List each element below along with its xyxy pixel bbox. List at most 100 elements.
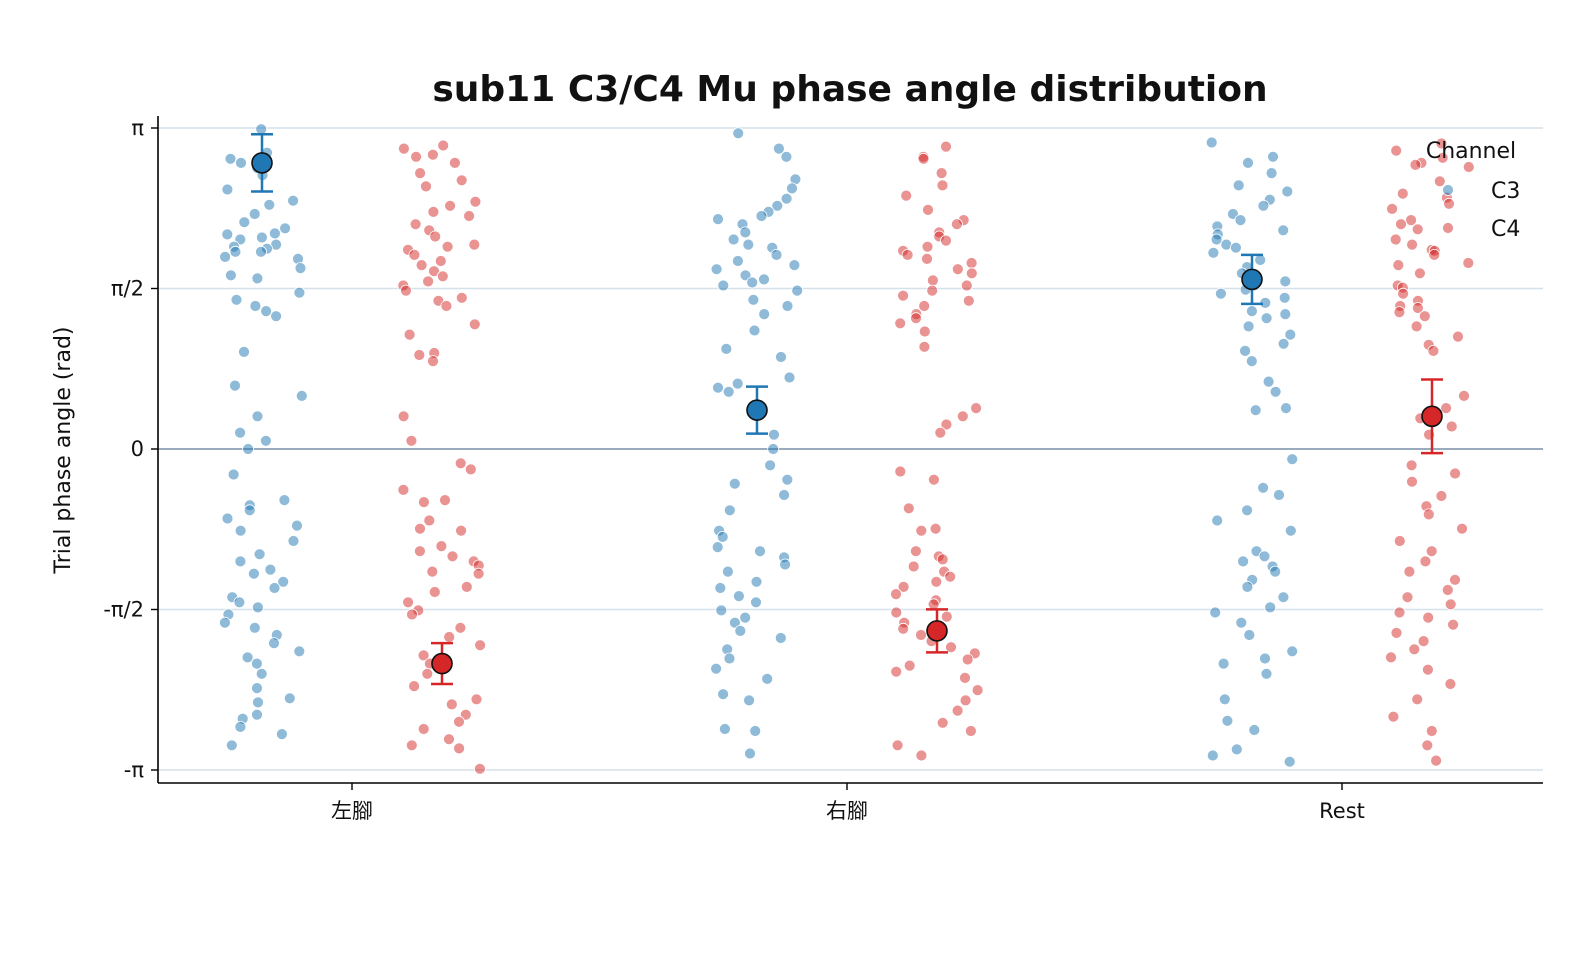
trial-point-c3 — [714, 582, 727, 594]
trial-point-c4 — [454, 457, 467, 470]
trial-point-c3 — [1280, 402, 1292, 415]
trial-point-c3 — [723, 504, 736, 517]
trial-point-c4 — [1401, 591, 1414, 604]
trial-point-c4 — [405, 434, 418, 447]
legend-marker-c3 — [1442, 184, 1454, 196]
trial-point-c3 — [275, 728, 288, 740]
trial-point-c4 — [1422, 508, 1435, 521]
trial-point-c3 — [295, 389, 308, 402]
trial-point-c4 — [427, 355, 439, 368]
trial-point-c4 — [1449, 467, 1461, 480]
trial-point-c3 — [251, 601, 264, 614]
trial-point-c4 — [936, 553, 949, 566]
trial-point-c4 — [455, 524, 468, 537]
trial-point-c4 — [421, 667, 434, 680]
trial-point-c3 — [247, 567, 260, 580]
x-ticks: 左腳 右腳 Rest — [331, 783, 1365, 823]
trial-point-c4 — [922, 203, 934, 216]
trial-point-c4 — [473, 762, 486, 775]
trial-point-c4 — [469, 195, 482, 208]
trial-point-c3 — [747, 293, 760, 306]
trial-point-c4 — [951, 704, 964, 717]
mean-marker-c4 — [926, 620, 948, 642]
trial-point-c3 — [755, 210, 768, 222]
trial-point-c4 — [426, 148, 439, 161]
trial-point-c4 — [902, 502, 915, 515]
trial-point-c4 — [1444, 598, 1457, 611]
trial-point-c4 — [929, 522, 942, 535]
trial-point-c3 — [279, 222, 292, 235]
trial-point-c4 — [437, 139, 450, 152]
trial-point-c4 — [918, 325, 931, 338]
trial-point-c3 — [723, 652, 736, 665]
trial-point-c4 — [1422, 611, 1435, 624]
trial-point-c3 — [719, 723, 731, 735]
trial-point-c4 — [891, 739, 904, 752]
x-tick-label: Rest — [1319, 799, 1365, 823]
trial-point-c4 — [440, 300, 453, 312]
trial-point-c3 — [1267, 150, 1279, 163]
trial-point-c4 — [903, 659, 916, 672]
trial-point-c3 — [1206, 749, 1219, 762]
trial-point-c4 — [1419, 555, 1432, 568]
y-axis-label: Trial phase angle (rad) — [51, 326, 76, 574]
trial-point-c4 — [910, 312, 922, 325]
trial-point-c4 — [890, 665, 903, 678]
legend-label-c4: C4 — [1491, 217, 1520, 242]
trial-point-c3 — [221, 228, 234, 241]
trial-point-c4 — [1444, 678, 1457, 690]
trial-point-c4 — [460, 581, 473, 593]
trial-point-c3 — [1281, 185, 1294, 198]
trial-point-c3 — [781, 473, 794, 486]
trial-point-c3 — [758, 273, 770, 286]
trial-point-c4 — [961, 653, 974, 666]
trial-point-c4 — [423, 514, 436, 527]
trial-point-c3 — [255, 667, 268, 680]
trial-point-c3 — [1210, 233, 1223, 246]
trial-point-c4 — [434, 255, 447, 267]
trial-point-c4 — [1458, 389, 1470, 402]
trial-point-c3 — [293, 286, 306, 299]
trial-point-c4 — [409, 218, 422, 231]
trial-point-c3 — [758, 308, 771, 321]
trial-point-c3 — [219, 250, 232, 263]
trial-point-c3 — [251, 682, 263, 694]
trial-point-c3 — [277, 575, 290, 588]
trial-point-c4 — [1390, 144, 1403, 157]
trial-point-c4 — [1462, 257, 1475, 269]
trial-point-c4 — [453, 715, 465, 728]
trial-point-c3 — [264, 563, 277, 576]
trial-point-c3 — [768, 428, 780, 441]
trial-point-c4 — [944, 570, 957, 583]
trial-point-c4 — [429, 230, 442, 243]
trial-point-c4 — [410, 150, 423, 163]
trial-point-c4 — [930, 575, 943, 588]
trial-point-c4 — [1392, 259, 1405, 272]
trial-point-c4 — [1443, 197, 1455, 210]
trial-point-c3 — [1284, 524, 1297, 537]
trial-point-c3 — [1246, 305, 1258, 318]
trial-point-c3 — [775, 351, 787, 363]
trial-point-c4 — [1428, 248, 1441, 261]
trial-point-c4 — [453, 742, 466, 755]
trial-point-c4 — [1387, 710, 1400, 723]
trial-point-c3 — [225, 739, 238, 752]
trial-point-c4 — [415, 259, 428, 272]
trial-point-c3 — [1279, 308, 1292, 321]
trial-point-c4 — [455, 291, 468, 304]
trial-point-c3 — [249, 300, 262, 312]
trial-point-c4 — [935, 167, 948, 180]
trial-point-c4 — [1422, 663, 1434, 676]
trial-point-c4 — [459, 708, 472, 721]
trial-point-c4 — [901, 248, 914, 261]
trial-point-c3 — [251, 708, 263, 721]
trial-point-c3 — [253, 548, 266, 561]
trial-point-c4 — [1462, 161, 1475, 173]
trial-point-c4 — [1456, 522, 1468, 535]
trial-point-c4 — [1403, 565, 1416, 578]
trial-point-c3 — [252, 696, 264, 709]
trial-point-c4 — [403, 328, 416, 341]
trial-point-c3 — [235, 156, 247, 169]
trial-point-c3 — [251, 272, 264, 285]
